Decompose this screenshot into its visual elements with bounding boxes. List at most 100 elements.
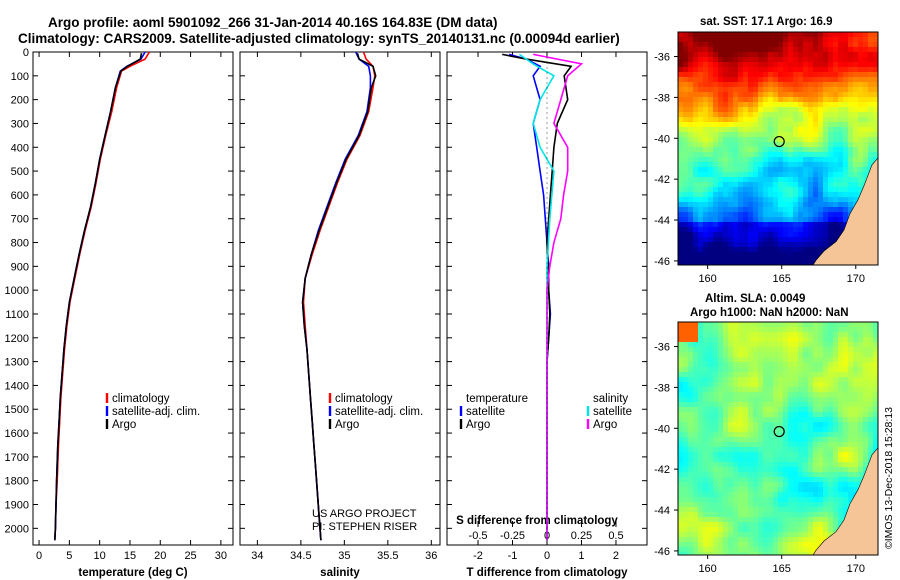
legend-label: Argo <box>112 419 136 431</box>
depth-tick-label: 700 <box>11 214 29 226</box>
sla-map-subtitle: Argo h1000: NaN h2000: NaN <box>690 307 849 319</box>
legend-header-salinity: salinity <box>593 393 628 405</box>
s-tick-label: -0.5 <box>469 530 488 542</box>
series-group <box>502 53 584 541</box>
x-tick-label: 35 <box>338 550 350 562</box>
depth-tick-label: 1400 <box>5 380 29 392</box>
s-axis-title: S difference from climatology <box>456 515 618 527</box>
legend-label: Argo <box>466 419 490 431</box>
argo-location-marker <box>773 425 785 438</box>
lat-tick-label: -42 <box>654 464 670 476</box>
legend-label: climatology <box>335 393 393 405</box>
x-axis-label: temperature (deg C) <box>78 567 187 579</box>
lon-tick-label: 170 <box>847 563 865 575</box>
sst-map-title: sat. SST: 17.1 Argo: 16.9 <box>700 16 833 28</box>
map-frame <box>677 321 879 556</box>
legend-label: Argo <box>335 419 359 431</box>
map-pixels <box>678 322 878 555</box>
x-tick-label: 10 <box>94 550 106 562</box>
x-tick-label: -2 <box>473 550 483 562</box>
lat-tick-label: -36 <box>654 342 670 354</box>
lat-tick-label: -44 <box>654 215 670 227</box>
sla-map: -36 -38 -40 -42 -44 -46 160 165 170 <box>654 321 879 575</box>
legend-label: climatology <box>112 393 170 405</box>
depth-tick-label: 1100 <box>5 309 29 321</box>
x-tick-label: 30 <box>215 550 227 562</box>
lon-tick-label: 170 <box>847 273 865 285</box>
depth-tick-label: 0 <box>23 47 29 59</box>
depth-tick-label: 1500 <box>5 404 29 416</box>
legend-label: satellite <box>466 406 505 418</box>
depth-tick-label: 100 <box>11 71 29 83</box>
depth-tick-label: 400 <box>11 142 29 154</box>
legend-label: satellite-adj. clim. <box>112 406 200 418</box>
depth-tick-label: 1600 <box>5 428 29 440</box>
project-credit-line2: PI: STEPHEN RISER <box>312 521 417 533</box>
s-tick-label: -0.25 <box>500 530 525 542</box>
series-line-argo <box>301 52 377 541</box>
depth-tick-label: 900 <box>11 261 29 273</box>
x-tick-label: 5 <box>66 550 72 562</box>
x-tick-label: 15 <box>124 550 136 562</box>
depth-tick-label: 1000 <box>5 285 29 297</box>
temperature-panel: 0100200300400500600700800900100011001200… <box>5 47 234 579</box>
lat-tick-label: -46 <box>654 546 670 558</box>
depth-tick-label: 1700 <box>5 452 29 464</box>
lat-tick-label: -46 <box>654 256 670 268</box>
series-line-satellite-adj-clim- <box>301 52 372 541</box>
map-frame <box>677 31 879 266</box>
s-tick-label: 0.25 <box>571 530 592 542</box>
project-credit-line1: US ARGO PROJECT <box>312 508 417 520</box>
x-tick-label: 36 <box>425 550 437 562</box>
series-line-climatology <box>54 52 151 541</box>
depth-tick-label: 800 <box>11 238 29 250</box>
series-line-satellite-adj-clim- <box>54 52 146 541</box>
x-axis-label: salinity <box>320 567 360 579</box>
depth-tick-label: 1300 <box>5 357 29 369</box>
series-line-s-argo <box>533 53 584 541</box>
x-tick-label: 1 <box>578 550 584 562</box>
s-tick-label: 0.5 <box>608 530 623 542</box>
x-axis-label: T difference from climatology <box>466 567 628 579</box>
map-pixels <box>678 32 878 265</box>
series-line-t-satellite <box>508 53 552 541</box>
series-group <box>54 52 151 541</box>
depth-tick-label: 600 <box>11 190 29 202</box>
legend-label: satellite-adj. clim. <box>335 406 423 418</box>
x-tick-label: 0 <box>36 550 42 562</box>
series-group <box>301 52 377 541</box>
depth-tick-label: 300 <box>11 118 29 130</box>
x-tick-label: 20 <box>154 550 166 562</box>
lat-tick-label: -38 <box>654 92 670 104</box>
depth-tick-label: 1200 <box>5 333 29 345</box>
legend-label: satellite <box>593 406 632 418</box>
series-line-argo <box>54 53 143 541</box>
lon-tick-label: 160 <box>698 273 716 285</box>
lon-tick-label: 160 <box>698 563 716 575</box>
lat-tick-label: -36 <box>654 52 670 64</box>
figure-title-line2: Climatology: CARS2009. Satellite-adjuste… <box>18 31 620 46</box>
imos-credit: ©IMOS 13-Dec-2018 15:28:13 <box>883 407 895 549</box>
x-tick-label: 2 <box>613 550 619 562</box>
sla-map-title: Altim. SLA: 0.0049 <box>705 293 805 305</box>
difference-panel: -2 -1 0 1 2 T difference from climatology -0.5… <box>446 51 648 579</box>
panel-frame <box>32 51 234 546</box>
x-tick-label: 35.5 <box>377 550 398 562</box>
land-coastline <box>812 157 878 265</box>
lat-tick-label: -38 <box>654 382 670 394</box>
land-coastline <box>812 447 878 555</box>
lat-tick-label: -40 <box>654 133 670 145</box>
sst-map: -36 -38 -40 -42 -44 -46 160 165 170 <box>654 31 879 285</box>
lat-tick-label: -40 <box>654 423 670 435</box>
figure-title-line1: Argo profile: aoml 5901092_266 31-Jan-20… <box>48 15 497 30</box>
salinity-panel: 34 34.5 35 35.5 36 salinity climatologysatelli… <box>239 51 441 579</box>
legend-header-temperature: temperature <box>466 393 528 405</box>
depth-tick-label: 500 <box>11 166 29 178</box>
series-line-t-argo <box>502 53 573 541</box>
depth-tick-label: 1900 <box>5 500 29 512</box>
lon-tick-label: 165 <box>773 273 791 285</box>
lat-tick-label: -42 <box>654 174 670 186</box>
depth-tick-label: 2000 <box>5 523 29 535</box>
depth-tick-label: 1800 <box>5 476 29 488</box>
